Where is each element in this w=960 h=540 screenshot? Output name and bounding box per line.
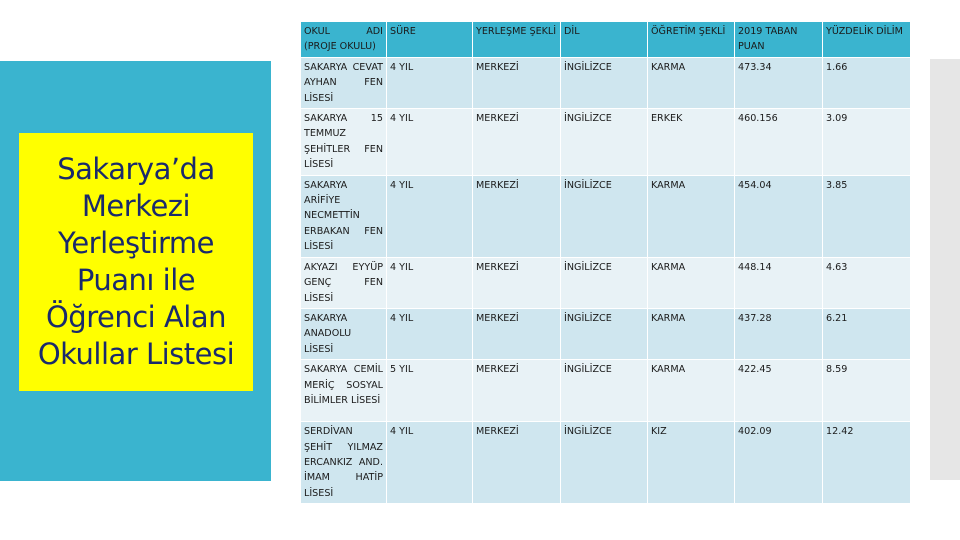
table-row: SAKARYA 15 TEMMUZ ŞEHİTLER FEN LİSESİ 4 … bbox=[300, 108, 911, 176]
cell-school-name: SAKARYA CEVAT AYHAN FEN LİSESİ bbox=[300, 56, 387, 110]
cell-placement-type: MERKEZİ bbox=[472, 56, 561, 110]
slide-title: Sakarya’da Merkezi Yerleştirme Puanı ile… bbox=[37, 152, 235, 371]
cell-base-score: 422.45 bbox=[734, 359, 823, 423]
cell-language: İNGİLİZCE bbox=[560, 56, 648, 110]
cell-language: İNGİLİZCE bbox=[560, 307, 648, 361]
cell-education-type: KARMA bbox=[647, 56, 735, 110]
table-header-row: OKUL ADI (PROJE OKULU) SÜRE YERLEŞME ŞEK… bbox=[300, 21, 911, 58]
cell-duration: 4 YIL bbox=[386, 174, 473, 258]
table-row: SAKARYA CEMİL MERİÇ SOSYAL BİLİMLER LİSE… bbox=[300, 359, 911, 423]
table-row: SERDİVAN ŞEHİT YILMAZ ERCANKIZ AND. İMAM… bbox=[300, 421, 911, 505]
title-box: Sakarya’da Merkezi Yerleştirme Puanı ile… bbox=[19, 133, 253, 391]
cell-language: İNGİLİZCE bbox=[560, 359, 648, 423]
cell-school-name: SAKARYA 15 TEMMUZ ŞEHİTLER FEN LİSESİ bbox=[300, 108, 387, 176]
cell-duration: 4 YIL bbox=[386, 256, 473, 309]
cell-education-type: KARMA bbox=[647, 256, 735, 309]
cell-language: İNGİLİZCE bbox=[560, 174, 648, 258]
table-row: AKYAZI EYYÜP GENÇ FEN LİSESİ 4 YIL MERKE… bbox=[300, 256, 911, 309]
header-percentile: YÜZDELİK DİLİM bbox=[822, 21, 911, 58]
cell-duration: 4 YIL bbox=[386, 421, 473, 505]
cell-school-name: SAKARYA CEMİL MERİÇ SOSYAL BİLİMLER LİSE… bbox=[300, 359, 387, 423]
table-row: SAKARYA CEVAT AYHAN FEN LİSESİ 4 YIL MER… bbox=[300, 56, 911, 110]
cell-education-type: ERKEK bbox=[647, 108, 735, 176]
cell-school-name: AKYAZI EYYÜP GENÇ FEN LİSESİ bbox=[300, 256, 387, 309]
cell-placement-type: MERKEZİ bbox=[472, 359, 561, 423]
cell-language: İNGİLİZCE bbox=[560, 108, 648, 176]
header-base-score: 2019 TABAN PUAN bbox=[734, 21, 823, 58]
cell-education-type: KARMA bbox=[647, 307, 735, 361]
cell-percentile: 8.59 bbox=[822, 359, 911, 423]
cell-base-score: 460.156 bbox=[734, 108, 823, 176]
cell-language: İNGİLİZCE bbox=[560, 421, 648, 505]
cell-percentile: 1.66 bbox=[822, 56, 911, 110]
cell-school-name: SERDİVAN ŞEHİT YILMAZ ERCANKIZ AND. İMAM… bbox=[300, 421, 387, 505]
cell-education-type: KIZ bbox=[647, 421, 735, 505]
cell-base-score: 402.09 bbox=[734, 421, 823, 505]
school-table-container: OKUL ADI (PROJE OKULU) SÜRE YERLEŞME ŞEK… bbox=[300, 21, 911, 505]
cell-base-score: 473.34 bbox=[734, 56, 823, 110]
cell-placement-type: MERKEZİ bbox=[472, 421, 561, 505]
table-row: SAKARYA ARİFİYE NECMETTİN ERBAKAN FEN Lİ… bbox=[300, 174, 911, 258]
cell-base-score: 437.28 bbox=[734, 307, 823, 361]
cell-school-name: SAKARYA ANADOLU LİSESİ bbox=[300, 307, 387, 361]
header-education-type: ÖĞRETİM ŞEKLİ bbox=[647, 21, 735, 58]
header-placement-type: YERLEŞME ŞEKLİ bbox=[472, 21, 561, 58]
cell-base-score: 454.04 bbox=[734, 174, 823, 258]
cell-duration: 4 YIL bbox=[386, 108, 473, 176]
cell-duration: 4 YIL bbox=[386, 307, 473, 361]
cell-education-type: KARMA bbox=[647, 359, 735, 423]
cell-placement-type: MERKEZİ bbox=[472, 174, 561, 258]
cell-duration: 5 YIL bbox=[386, 359, 473, 423]
school-table: OKUL ADI (PROJE OKULU) SÜRE YERLEŞME ŞEK… bbox=[300, 21, 911, 505]
cell-language: İNGİLİZCE bbox=[560, 256, 648, 309]
cell-percentile: 4.63 bbox=[822, 256, 911, 309]
cell-placement-type: MERKEZİ bbox=[472, 256, 561, 309]
cell-percentile: 3.09 bbox=[822, 108, 911, 176]
cell-percentile: 6.21 bbox=[822, 307, 911, 361]
cell-duration: 4 YIL bbox=[386, 56, 473, 110]
header-duration: SÜRE bbox=[386, 21, 473, 58]
cell-school-name: SAKARYA ARİFİYE NECMETTİN ERBAKAN FEN Lİ… bbox=[300, 174, 387, 258]
right-side-bar bbox=[930, 59, 960, 480]
cell-base-score: 448.14 bbox=[734, 256, 823, 309]
header-language: DİL bbox=[560, 21, 648, 58]
cell-placement-type: MERKEZİ bbox=[472, 307, 561, 361]
header-school-name: OKUL ADI (PROJE OKULU) bbox=[300, 21, 387, 58]
cell-education-type: KARMA bbox=[647, 174, 735, 258]
table-row: SAKARYA ANADOLU LİSESİ 4 YIL MERKEZİ İNG… bbox=[300, 307, 911, 361]
cell-percentile: 12.42 bbox=[822, 421, 911, 505]
cell-percentile: 3.85 bbox=[822, 174, 911, 258]
cell-placement-type: MERKEZİ bbox=[472, 108, 561, 176]
